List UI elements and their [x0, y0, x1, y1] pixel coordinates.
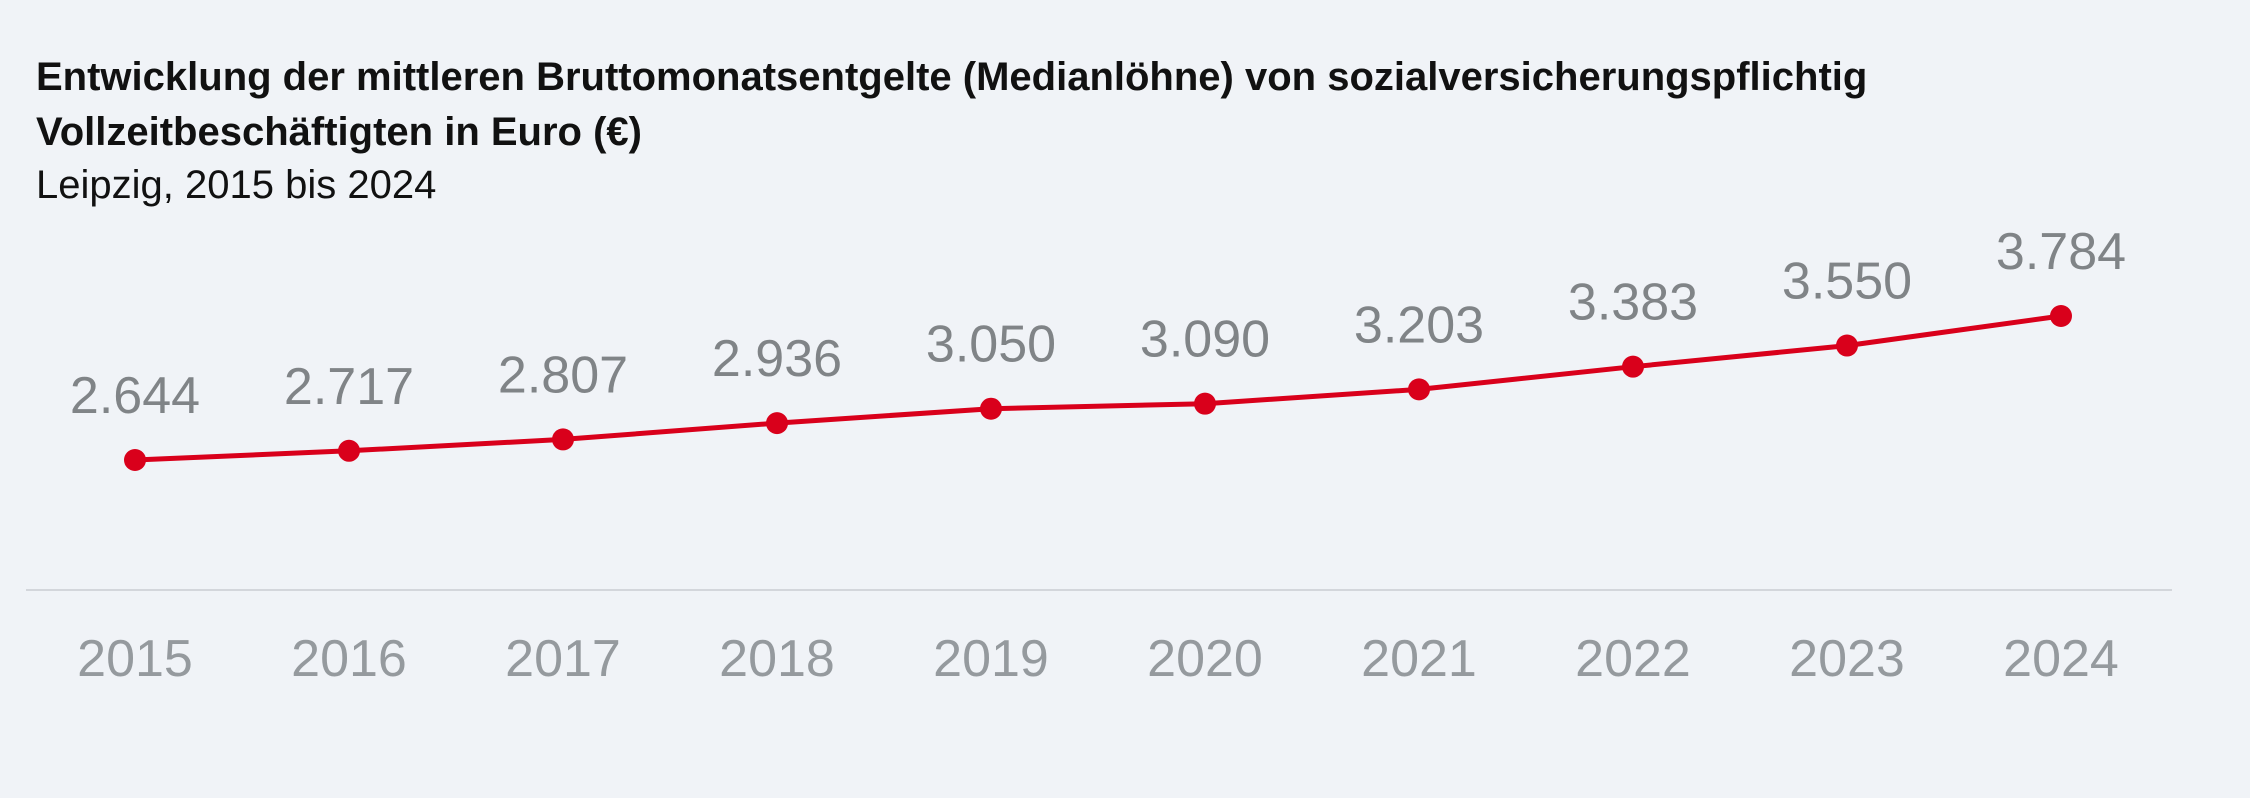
data-point — [124, 449, 146, 471]
data-label: 2.717 — [284, 358, 414, 416]
x-tick-label: 2022 — [1575, 630, 1691, 688]
data-point — [552, 428, 574, 451]
data-label: 3.090 — [1140, 311, 1270, 369]
x-tick-label: 2015 — [77, 630, 193, 688]
series-line — [134, 313, 2062, 463]
data-points-group — [124, 305, 2072, 471]
x-tick-label: 2020 — [1147, 630, 1263, 688]
chart-title: Entwicklung der mittleren Bruttomonatsen… — [36, 55, 1868, 154]
data-label: 3.784 — [1996, 223, 2126, 281]
data-point — [2050, 305, 2072, 327]
x-tick-label: 2021 — [1361, 630, 1477, 688]
data-label: 3.383 — [1568, 274, 1698, 332]
x-tick-label: 2017 — [505, 630, 621, 688]
data-label: 3.203 — [1354, 296, 1484, 354]
chart-subtitle: Leipzig, 2015 bis 2024 — [36, 163, 437, 207]
data-label: 2.644 — [70, 367, 200, 425]
data-point — [1408, 378, 1430, 401]
series-line-group — [134, 313, 2062, 463]
data-label: 3.050 — [926, 316, 1056, 374]
data-point — [338, 439, 360, 462]
data-point — [1194, 392, 1216, 415]
x-tick-label: 2016 — [291, 630, 407, 688]
data-point — [980, 397, 1002, 420]
x-tick-label: 2018 — [719, 630, 835, 688]
data-point — [766, 412, 788, 435]
data-label: 2.936 — [712, 330, 842, 388]
data-labels-group: 2.644 2.717 2.807 2.936 3.050 3.090 3.203 3.383… — [70, 223, 2126, 425]
x-tick-label: 2023 — [1789, 630, 1905, 688]
data-label: 2.807 — [498, 346, 628, 404]
x-tick-label: 2019 — [933, 630, 1049, 688]
data-point — [1836, 334, 1858, 357]
x-tick-labels-group: 2015 2016 2017 2018 2019 2020 2021 2022 2023 2024 — [77, 630, 2119, 688]
data-point — [1622, 355, 1644, 378]
data-label: 3.550 — [1782, 253, 1912, 311]
x-tick-label: 2024 — [2003, 630, 2119, 688]
